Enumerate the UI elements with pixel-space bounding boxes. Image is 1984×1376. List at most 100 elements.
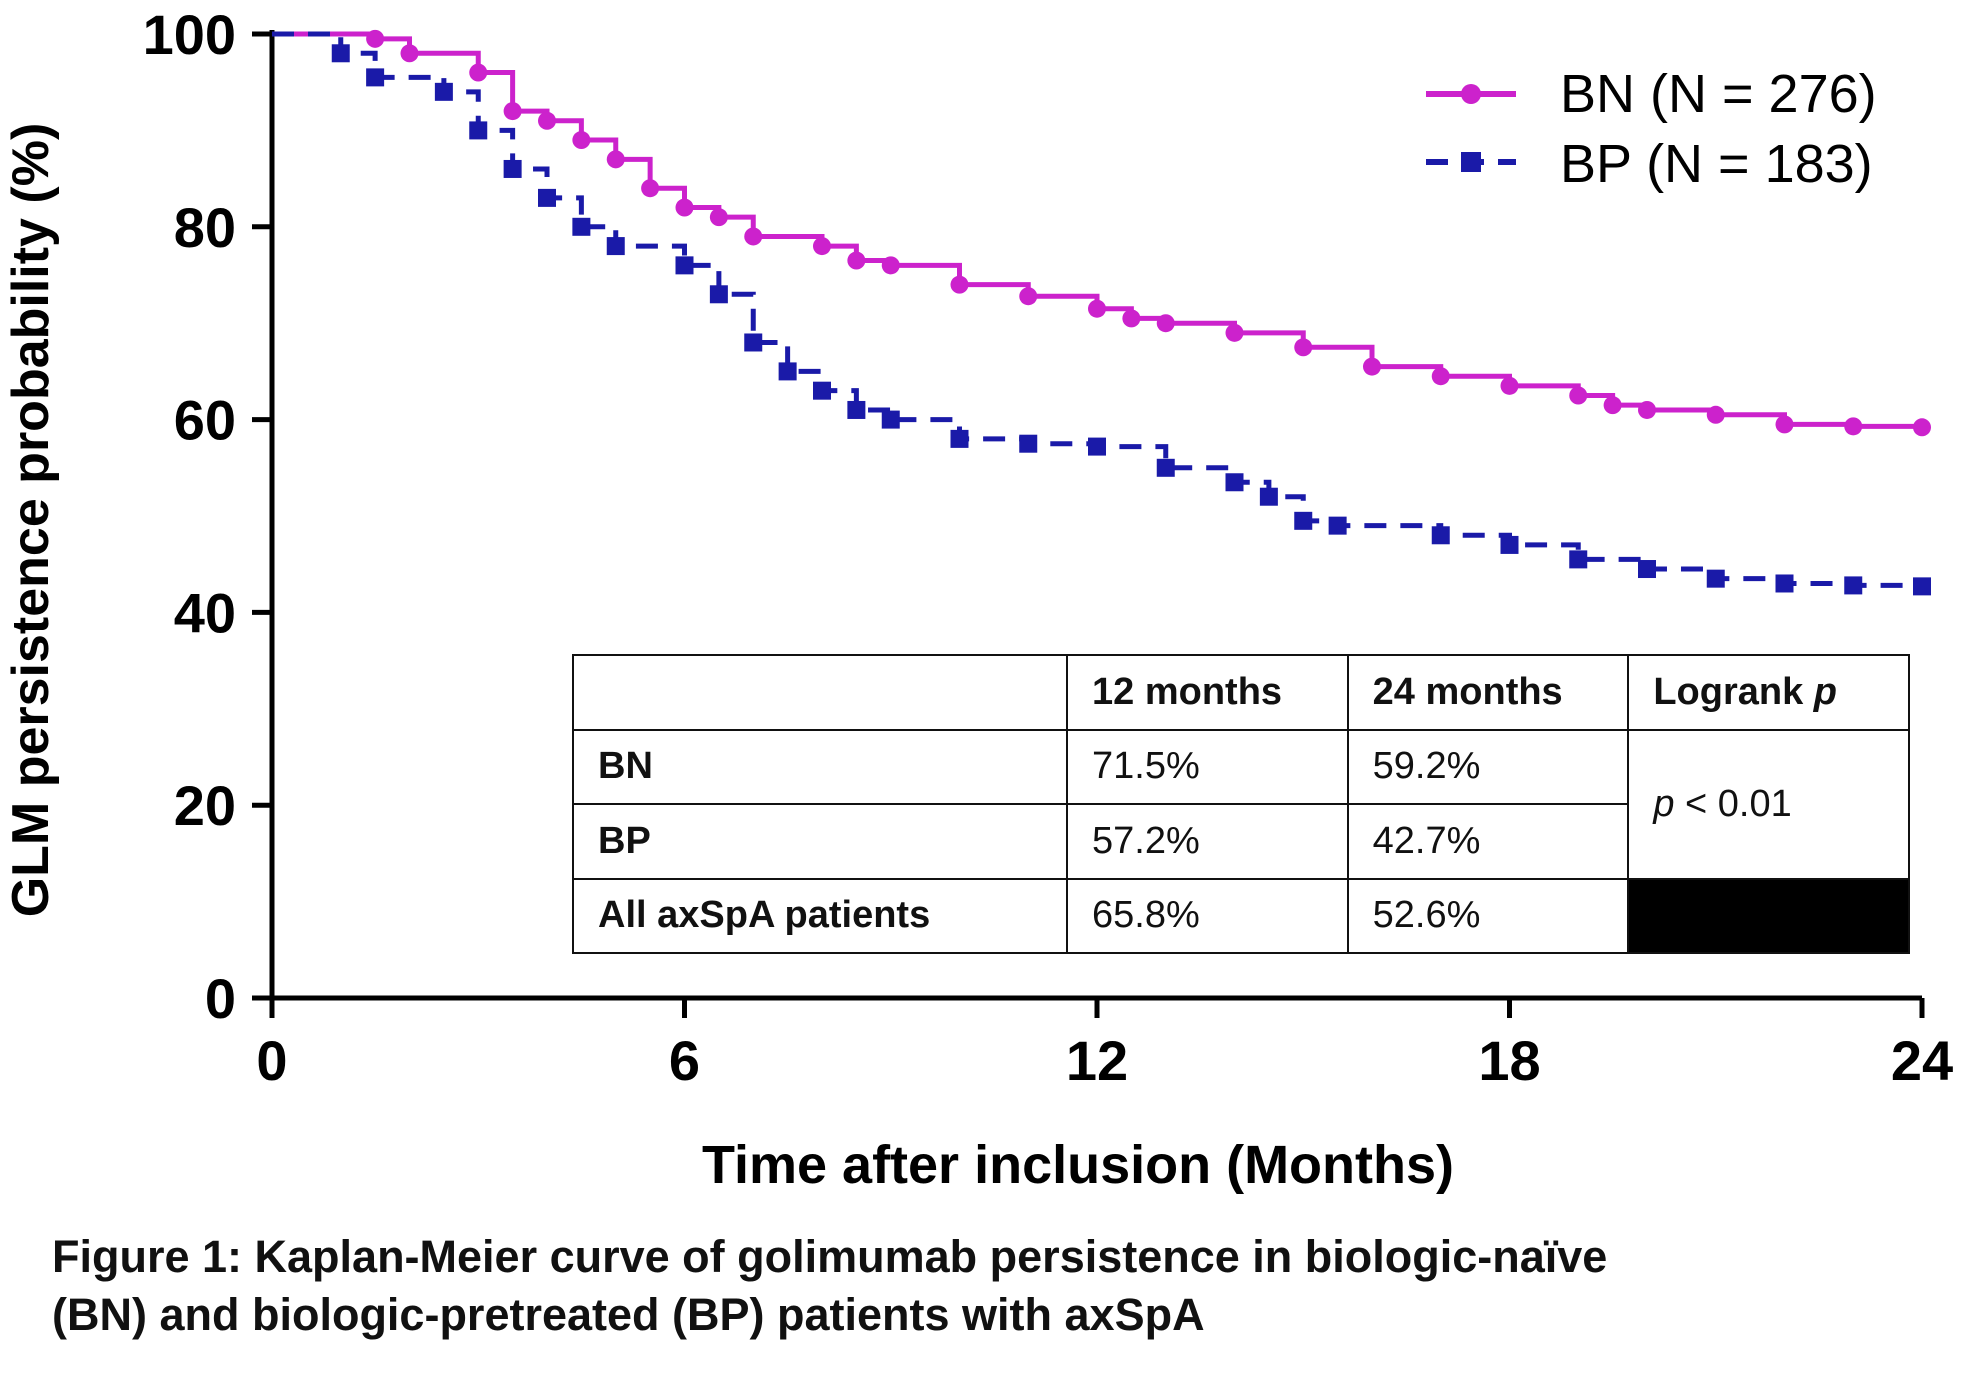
legend-marker-bn [1461, 84, 1481, 104]
table-black-cell [1627, 877, 1910, 954]
data-point-bp [1706, 569, 1725, 588]
table-header-24m: 24 months [1346, 654, 1630, 731]
legend-marker-bp [1461, 152, 1481, 172]
data-point-bp [950, 429, 969, 448]
data-point-bp [469, 121, 488, 140]
table-row-label: All axSpA patients [572, 877, 1068, 954]
data-point-bp [1156, 458, 1175, 477]
data-point-bn [1431, 367, 1450, 386]
y-tick-label: 20 [174, 774, 236, 837]
data-point-bp [709, 285, 728, 304]
data-point-bp [847, 400, 866, 419]
data-point-bp [503, 159, 522, 178]
series-layer [272, 29, 1931, 596]
table-row-label: BP [572, 803, 1068, 880]
x-tick-label: 6 [669, 1029, 700, 1092]
data-point-bn [1088, 299, 1106, 318]
data-point-bn [572, 131, 591, 150]
y-tick-label: 100 [143, 3, 236, 66]
data-point-bn [1913, 418, 1931, 437]
table-header-empty [572, 654, 1068, 731]
data-point-bp [434, 82, 453, 101]
y-tick-label: 40 [174, 581, 236, 644]
data-point-bn [1500, 376, 1519, 395]
legend-label-bn: BN (N = 276) [1560, 64, 1877, 124]
table-row-label: BN [572, 728, 1068, 805]
table-cell: 57.2% [1066, 803, 1349, 880]
data-point-bn [950, 275, 969, 294]
table-pvalue-cell: p < 0.01 [1627, 728, 1910, 880]
data-point-bn [641, 179, 660, 198]
x-tick-label: 24 [1891, 1029, 1953, 1092]
table-cell: 42.7% [1346, 803, 1630, 880]
table-cell: 65.8% [1066, 877, 1349, 954]
data-point-bp [572, 217, 591, 236]
y-tick-label: 60 [174, 389, 236, 452]
data-point-bn [606, 150, 625, 169]
data-point-bn [1294, 338, 1313, 357]
table-cell: 59.2% [1346, 728, 1630, 805]
table-cell: 71.5% [1066, 728, 1349, 805]
data-point-bp [675, 256, 694, 275]
data-point-bn [847, 251, 866, 270]
data-point-bp [813, 381, 831, 400]
data-point-bn [744, 227, 763, 246]
data-point-bn [503, 102, 522, 121]
data-point-bn [1156, 314, 1175, 333]
data-point-bp [1638, 560, 1656, 579]
legend-label-bp: BP (N = 183) [1560, 134, 1873, 194]
data-point-bn [1122, 309, 1141, 328]
data-point-bn [366, 29, 385, 48]
data-point-bp [1775, 574, 1794, 593]
data-point-bn [1363, 357, 1381, 376]
data-point-bn [400, 44, 419, 63]
axes-layer: 0 6 12 18 24 0 20 40 60 80 100 [143, 3, 1954, 1092]
x-tick-label: 18 [1478, 1029, 1540, 1092]
data-point-bp [366, 68, 385, 87]
table-header-logrank: Logrank p [1627, 654, 1910, 731]
figure-caption: Figure 1: Kaplan-Meier curve of golimuma… [52, 1228, 1972, 1344]
data-point-bp [1431, 526, 1450, 545]
data-point-bp [881, 410, 900, 429]
data-point-bn [1638, 400, 1656, 419]
data-point-bp [744, 333, 763, 352]
data-point-bn [1775, 415, 1794, 434]
data-point-bn [1225, 323, 1244, 342]
caption-line-2: (BN) and biologic-pretreated (BP) patien… [52, 1289, 1205, 1340]
data-point-bp [1259, 487, 1278, 506]
legend: BN (N = 276) BP (N = 183) [1426, 64, 1877, 194]
data-point-bp [331, 44, 350, 63]
data-point-bp [1294, 511, 1313, 530]
x-tick-label: 0 [256, 1029, 287, 1092]
data-point-bp [1913, 577, 1931, 596]
data-point-bn [469, 63, 488, 82]
table-row: All axSpA patients 65.8% 52.6% [572, 877, 1910, 954]
table-row: BN 71.5% 59.2% p < 0.01 [572, 728, 1910, 880]
data-point-bp [778, 362, 797, 381]
table-header-row: 12 months 24 months Logrank p [572, 654, 1910, 731]
data-point-bn [538, 111, 556, 130]
data-point-bp [1088, 437, 1106, 456]
data-point-bn [709, 208, 728, 227]
data-point-bp [606, 237, 625, 256]
data-point-bn [813, 237, 831, 256]
data-point-bp [1500, 535, 1519, 554]
table-header-12m: 12 months [1066, 654, 1349, 731]
caption-line-1: Figure 1: Kaplan-Meier curve of golimuma… [52, 1231, 1608, 1282]
data-point-bp [1844, 576, 1863, 595]
data-point-bn [1706, 405, 1725, 424]
y-tick-label: 0 [205, 967, 236, 1030]
table-row: BP 57.2% 42.7% [572, 803, 1909, 880]
data-point-bn [881, 256, 900, 275]
data-point-bn [1844, 417, 1863, 436]
table-cell: 52.6% [1346, 877, 1630, 954]
data-point-bn [1019, 287, 1038, 306]
y-tick-label: 80 [174, 196, 236, 259]
data-point-bp [1328, 516, 1347, 535]
data-point-bp [1569, 550, 1588, 569]
km-chart: 0 6 12 18 24 0 20 40 60 80 100 BN (N = 276) BP (N … [2, 3, 1954, 1195]
x-tick-label: 12 [1066, 1029, 1128, 1092]
persistence-table: 12 months 24 months Logrank p BN 71.5% 5… [572, 654, 1910, 954]
data-point-bp [538, 188, 556, 207]
x-axis-title: Time after inclusion (Months) [702, 1135, 1454, 1195]
